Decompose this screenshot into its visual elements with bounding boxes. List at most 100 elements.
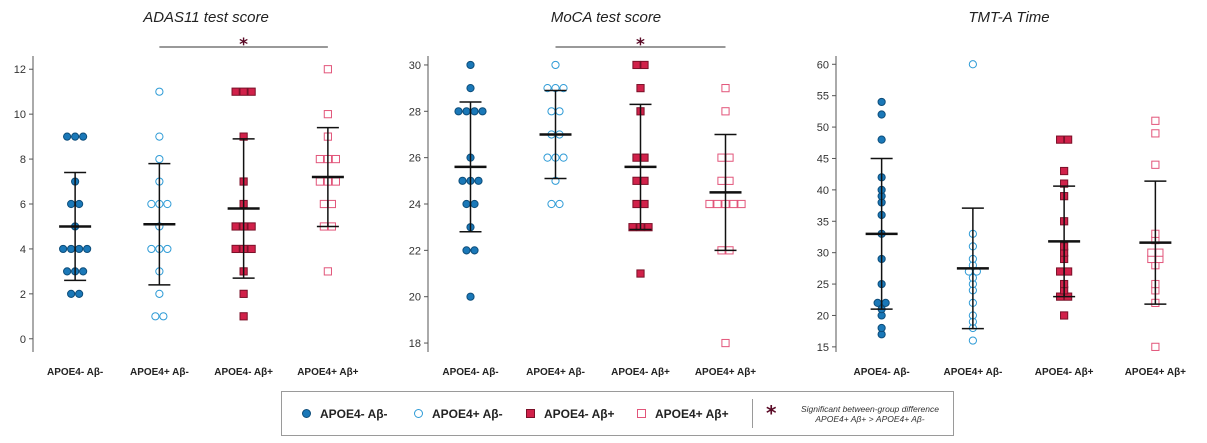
y-tick-label: 2 [20,289,26,301]
series-group [1139,116,1172,351]
data-point [323,110,332,119]
data-point [877,97,886,107]
series-group [59,132,92,298]
open-square-marker-icon [637,409,646,418]
data-point [75,289,84,298]
x-category-label: APOE4- Aβ- [442,367,498,378]
data-point [1060,166,1069,176]
data-point [644,223,653,232]
x-category-label: APOE4+ Aβ+ [1125,367,1186,378]
x-category-label: APOE4- Aβ- [853,367,909,378]
y-tick-label: 24 [409,199,421,211]
data-point [721,107,730,116]
series-group [624,60,657,278]
y-tick-label: 8 [20,154,26,166]
data-point [632,60,641,70]
data-point [632,176,641,185]
data-point [1151,160,1160,169]
data-point [474,176,483,185]
legend-item-apoe4pos-abneg: APOE4+ Aβ- [414,392,503,435]
data-point [79,267,88,276]
data-point [1056,135,1065,144]
series-group [311,65,344,276]
significance-star: * [239,35,248,55]
x-category-label: APOE4- Aβ+ [1035,367,1094,378]
data-point [315,154,324,164]
data-point [543,153,552,162]
data-point [247,87,256,96]
data-point [462,246,471,255]
data-point [67,199,76,209]
data-point [327,199,336,209]
series-group [227,87,260,321]
data-point [559,153,568,162]
y-tick-label: 30 [409,60,421,72]
data-point [713,199,722,209]
data-point [628,223,637,232]
data-point [1064,267,1073,276]
y-tick-label: 4 [20,244,26,256]
open-circle-marker-icon [414,409,423,418]
data-point [877,323,886,333]
data-point [231,87,240,96]
data-point [1147,248,1156,257]
x-category-label: APOE4+ Aβ+ [695,367,756,378]
data-point [725,176,734,185]
data-point [323,65,332,74]
data-point [75,244,84,254]
data-point [470,107,479,116]
series-group [1048,135,1081,320]
data-point [1064,135,1073,144]
data-point [319,199,328,209]
data-point [1151,129,1160,138]
data-point [466,292,475,301]
legend-label: APOE4- Aβ- [320,406,388,421]
data-point [717,153,726,162]
x-category-label: APOE4+ Aβ- [526,367,585,378]
data-point [636,84,645,93]
series-group [454,60,487,301]
y-tick-label: 10 [14,109,26,121]
legend-divider [752,399,753,428]
y-tick-label: 55 [817,91,829,103]
data-point [71,132,80,141]
y-tick-label: 20 [817,310,829,322]
data-point [163,244,172,254]
chart-title: TMT-A Time [968,9,1049,26]
data-point [331,154,340,164]
data-point [466,60,475,70]
significance-note-line2: APOE4+ Aβ+ > APOE4+ Aβ- [815,414,925,424]
data-point [1060,311,1069,320]
legend-item-apoe4neg-abneg: APOE4- Aβ- [302,392,388,435]
series-group [865,97,898,339]
data-point [75,199,84,209]
y-tick-label: 20 [409,292,421,304]
y-tick-label: 22 [409,245,421,257]
data-point [551,60,560,70]
y-tick-label: 30 [817,248,829,260]
y-tick-label: 26 [409,153,421,165]
legend-item-apoe4neg-abpos: APOE4- Aβ+ [526,392,615,435]
data-point [151,312,160,321]
data-point [67,289,76,298]
data-point [59,244,68,254]
chart-title: ADAS11 test score [142,9,269,26]
legend-label: APOE4+ Aβ- [432,406,503,421]
data-point [1151,342,1160,351]
data-point [881,298,890,308]
y-tick-label: 35 [817,216,829,228]
filled-circle-marker-icon [302,409,311,418]
data-point [63,267,72,276]
data-point [247,222,256,231]
data-point [231,222,240,231]
y-tick-label: 6 [20,199,26,211]
data-point [239,312,248,321]
series-group [539,60,572,209]
y-tick-label: 0 [20,334,26,346]
significance-star: * [636,35,645,55]
legend: APOE4- Aβ- APOE4+ Aβ- APOE4- Aβ+ APOE4+ … [281,391,954,436]
y-tick-label: 18 [409,338,421,350]
x-category-label: APOE4- Aβ+ [611,367,670,378]
data-point [640,153,649,162]
